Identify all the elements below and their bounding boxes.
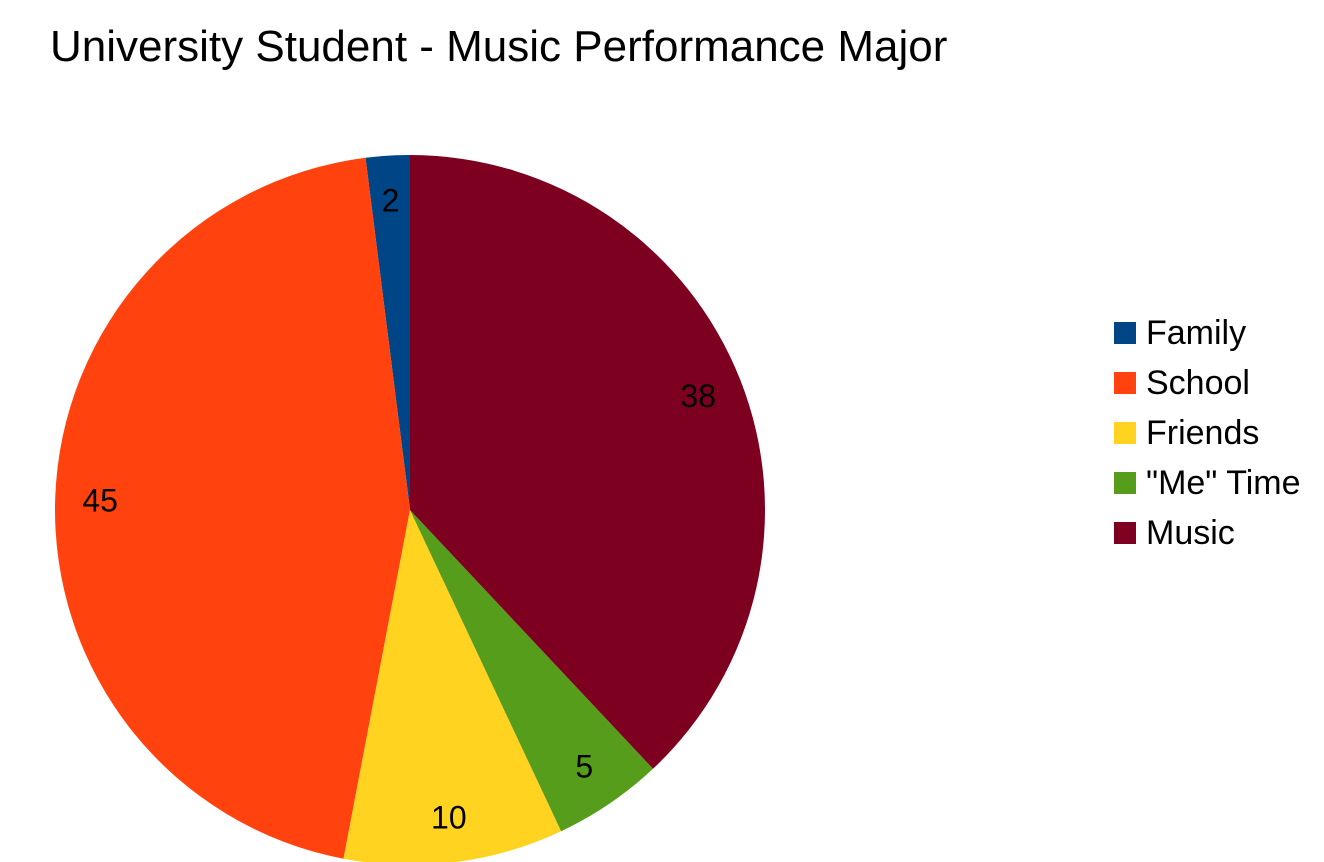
legend-label: Family (1146, 313, 1247, 352)
pie-slices (55, 155, 765, 862)
legend: Family School Friends "Me" Time Music (1114, 308, 1301, 558)
legend-label: Friends (1146, 413, 1260, 452)
pie-data-labels: 2 45 10 5 38 (82, 183, 716, 836)
legend-item-family: Family (1114, 308, 1301, 358)
pie-slice-music (410, 155, 765, 769)
data-label-friends: 10 (431, 800, 467, 836)
pie-slice-family (365, 155, 410, 510)
legend-item-school: School (1114, 358, 1301, 408)
data-label-music: 38 (680, 378, 716, 414)
pie-slice-school (55, 157, 411, 859)
legend-swatch (1114, 422, 1136, 444)
legend-swatch (1114, 522, 1136, 544)
data-label-family: 2 (382, 183, 400, 219)
legend-swatch (1114, 372, 1136, 394)
legend-item-friends: Friends (1114, 408, 1301, 458)
legend-label: "Me" Time (1146, 463, 1301, 502)
pie-slice-me-time (410, 510, 654, 832)
legend-label: Music (1146, 513, 1235, 552)
data-label-school: 45 (82, 482, 118, 518)
legend-item-music: Music (1114, 508, 1301, 558)
legend-swatch (1114, 472, 1136, 494)
chart-title: University Student - Music Performance M… (50, 22, 948, 71)
data-label-me-time: 5 (575, 748, 593, 784)
legend-label: School (1146, 363, 1250, 402)
pie-slice-friends (343, 510, 562, 862)
legend-swatch (1114, 322, 1136, 344)
legend-item-me-time: "Me" Time (1114, 458, 1301, 508)
